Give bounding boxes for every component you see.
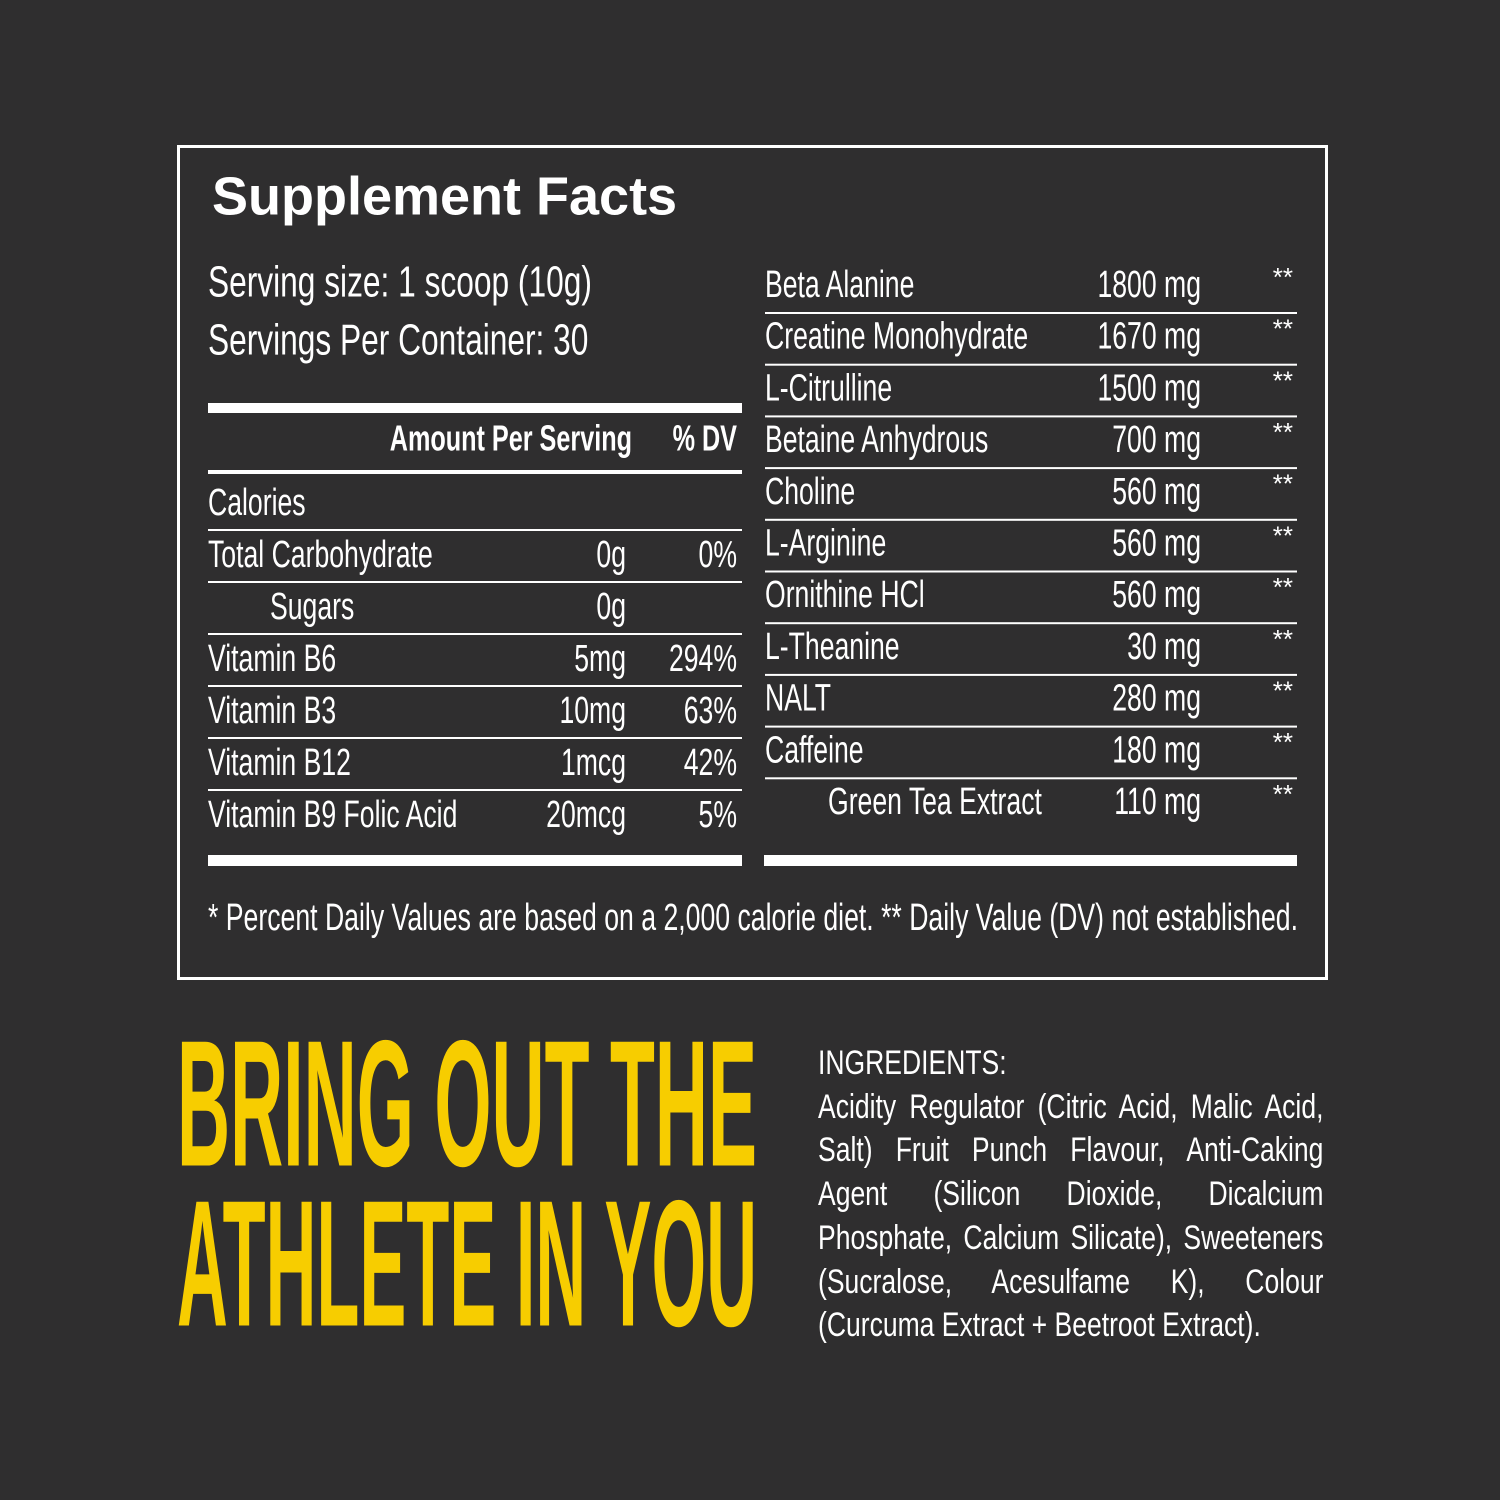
ingredients-text: Acidity Regulator (Citric Acid, Malic Ac… <box>818 1087 1324 1345</box>
ingredient-amount: 1670 mg <box>1097 316 1201 358</box>
ingredient-amount: 180 mg <box>1112 729 1201 771</box>
ingredient-dv: ** <box>1273 520 1293 550</box>
ingredient-name: Choline <box>765 471 855 513</box>
nutrient-dv: 63% <box>684 690 737 732</box>
row-rule <box>208 789 742 791</box>
row-rule <box>208 633 742 635</box>
ingredient-dv: ** <box>1273 469 1293 499</box>
ingredient-name: Ornithine HCl <box>765 574 925 616</box>
nutrient-name: Calories <box>208 482 306 524</box>
nutrient-amount: 0g <box>596 534 626 576</box>
ingredient-amount: 700 mg <box>1112 419 1201 461</box>
thick-rule <box>208 403 742 413</box>
nutrient-amount: 0g <box>596 586 626 628</box>
row-rule <box>765 467 1297 470</box>
header-rule <box>208 470 742 474</box>
nutrient-amount: 1mcg <box>561 742 626 784</box>
ingredient-amount: 1800 mg <box>1097 264 1201 306</box>
ingredients-heading: INGREDIENTS: <box>818 1044 1007 1082</box>
ingredient-dv: ** <box>1273 572 1293 602</box>
facts-box <box>177 145 1328 980</box>
header-dv: % DV <box>673 418 737 459</box>
row-rule <box>765 570 1297 573</box>
row-rule <box>765 363 1297 366</box>
nutrient-dv: 42% <box>684 742 737 784</box>
row-rule <box>765 777 1297 780</box>
row-rule <box>765 622 1297 625</box>
ingredients: INGREDIENTS: Acidity Regulator (Citric A… <box>818 1042 1323 1348</box>
ingredient-amount: 280 mg <box>1112 678 1201 720</box>
row-rule <box>765 725 1297 728</box>
nutrient-amount: 10mg <box>559 690 626 732</box>
serving-size: Serving size: 1 scoop (10g) <box>208 258 592 307</box>
nutrient-dv: 294% <box>669 638 737 680</box>
ingredient-name: Caffeine <box>765 729 864 771</box>
nutrient-name: Vitamin B6 <box>208 638 336 680</box>
ingredient-amount: 560 mg <box>1112 523 1201 565</box>
ingredient-name: NALT <box>765 678 831 720</box>
row-rule <box>208 581 742 583</box>
nutrient-name: Vitamin B12 <box>208 742 351 784</box>
nutrient-amount: 5mg <box>574 638 626 680</box>
ingredient-dv: ** <box>1273 727 1293 757</box>
nutrient-name: Vitamin B3 <box>208 690 336 732</box>
ingredient-amount: 1500 mg <box>1097 367 1201 409</box>
ingredient-dv: ** <box>1273 624 1293 654</box>
ingredient-amount: 560 mg <box>1112 471 1201 513</box>
nutrient-dv: 5% <box>699 794 737 836</box>
row-rule <box>765 415 1297 418</box>
nutrient-name: Total Carbohydrate <box>208 534 433 576</box>
row-rule <box>208 529 742 531</box>
ingredient-dv: ** <box>1273 675 1293 705</box>
row-rule <box>208 737 742 739</box>
ingredient-name: L-Arginine <box>765 523 886 565</box>
row-rule <box>765 312 1297 314</box>
tagline: BRING OUT THE <box>177 1004 757 1205</box>
thick-rule <box>208 855 742 866</box>
header-amount: Amount Per Serving <box>390 418 632 459</box>
ingredient-dv: ** <box>1273 779 1293 809</box>
row-rule <box>208 685 742 687</box>
row-rule <box>765 518 1297 521</box>
ingredient-name: Green Tea Extract <box>828 781 1042 823</box>
ingredient-amount: 110 mg <box>1114 781 1201 823</box>
nutrient-name: Sugars <box>270 586 354 628</box>
footnote: * Percent Daily Values are based on a 2,… <box>208 897 1298 939</box>
row-rule <box>765 673 1297 676</box>
nutrient-dv: 0% <box>699 534 737 576</box>
ingredient-name: Beta Alanine <box>765 264 914 306</box>
ingredient-amount: 560 mg <box>1112 574 1201 616</box>
ingredient-dv: ** <box>1273 365 1293 395</box>
ingredient-name: L-Citrulline <box>765 367 892 409</box>
servings-per-container: Servings Per Container: 30 <box>208 316 588 365</box>
ingredient-amount: 30 mg <box>1127 626 1201 668</box>
ingredient-name: Creatine Monohydrate <box>765 316 1028 358</box>
ingredient-name: Betaine Anhydrous <box>765 419 988 461</box>
tagline: ATHLETE IN YOU <box>177 1164 757 1365</box>
facts-title: Supplement Facts <box>212 166 677 226</box>
nutrient-amount: 20mcg <box>546 794 626 836</box>
ingredient-dv: ** <box>1273 314 1293 344</box>
ingredient-name: L-Theanine <box>765 626 900 668</box>
ingredient-dv: ** <box>1273 417 1293 447</box>
ingredient-dv: ** <box>1273 262 1293 292</box>
thick-rule <box>764 855 1297 866</box>
nutrient-name: Vitamin B9 Folic Acid <box>208 794 457 836</box>
